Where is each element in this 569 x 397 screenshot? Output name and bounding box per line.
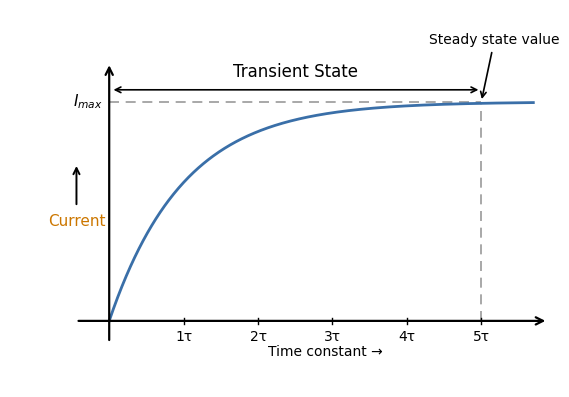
Text: 2τ: 2τ xyxy=(250,330,266,344)
Text: 3τ: 3τ xyxy=(324,330,341,344)
Text: Current: Current xyxy=(48,214,105,229)
Text: 1τ: 1τ xyxy=(175,330,192,344)
Text: 5τ: 5τ xyxy=(473,330,490,344)
Text: Steady state value: Steady state value xyxy=(429,33,560,97)
Text: 4τ: 4τ xyxy=(398,330,415,344)
Text: Transient State: Transient State xyxy=(233,63,358,81)
Text: $I_{max}$: $I_{max}$ xyxy=(73,93,103,111)
Text: Time constant →: Time constant → xyxy=(267,345,382,359)
